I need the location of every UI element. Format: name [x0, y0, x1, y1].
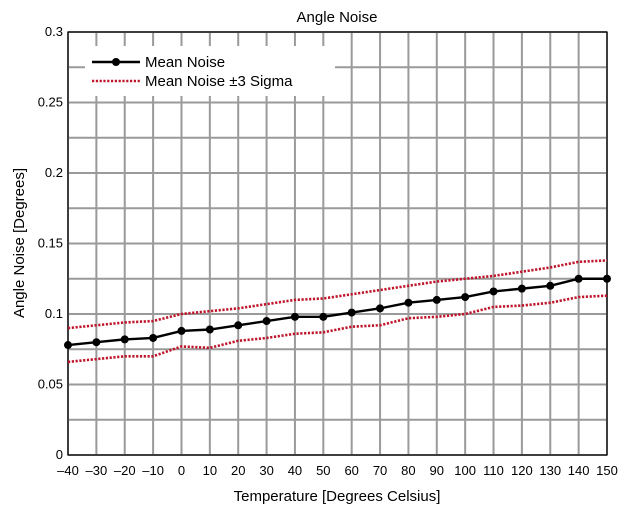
- mean-noise-point: [432, 295, 441, 304]
- x-tick-label: 120: [511, 463, 533, 478]
- y-axis-ticks: 0 0.05 0.1 0.15 0.2 0.25 0.3: [38, 24, 63, 462]
- x-tick-label: 20: [231, 463, 245, 478]
- y-tick-label: 0.3: [45, 24, 63, 39]
- sigma-bound-line: [67, 259, 608, 330]
- y-tick-label: 0.15: [38, 236, 63, 251]
- legend-marker: [112, 58, 120, 66]
- mean-noise-point: [177, 326, 186, 335]
- y-tick-label: 0: [56, 447, 63, 462]
- chart-title: Angle Noise: [297, 9, 378, 26]
- y-tick-label: 0.2: [45, 165, 63, 180]
- mean-noise-point: [205, 325, 214, 334]
- mean-noise-point: [517, 284, 526, 293]
- mean-noise-point: [376, 304, 385, 313]
- x-tick-label: –40: [57, 463, 79, 478]
- y-axis-label: Angle Noise [Degrees]: [11, 168, 28, 318]
- x-tick-label: 150: [596, 463, 618, 478]
- x-tick-label: –20: [114, 463, 136, 478]
- x-tick-label: 40: [288, 463, 302, 478]
- legend-label: Mean Noise ±3 Sigma: [145, 73, 293, 90]
- x-tick-label: 100: [454, 463, 476, 478]
- x-tick-label: 10: [203, 463, 217, 478]
- mean-noise-point: [64, 341, 72, 350]
- mean-noise-point: [347, 308, 356, 317]
- mean-noise-line: [67, 277, 607, 347]
- x-tick-label: –30: [86, 463, 108, 478]
- x-tick-label: 90: [430, 463, 444, 478]
- y-tick-label: 0.05: [38, 377, 63, 392]
- y-tick-label: 0.25: [38, 95, 63, 110]
- mean-noise-point: [290, 312, 299, 321]
- x-tick-label: 30: [259, 463, 273, 478]
- x-tick-label: 60: [344, 463, 358, 478]
- mean-noise-point: [404, 298, 413, 307]
- mean-noise-point: [603, 274, 611, 283]
- x-axis-label: Temperature [Degrees Celsius]: [234, 488, 441, 505]
- x-tick-label: –10: [142, 463, 164, 478]
- y-tick-label: 0.1: [45, 306, 63, 321]
- x-tick-label: 110: [483, 463, 504, 478]
- legend-label: Mean Noise: [145, 54, 225, 71]
- mean-noise-point: [120, 335, 129, 344]
- plot-frame: [67, 31, 608, 456]
- mean-noise-point: [574, 274, 583, 283]
- mean-noise-point: [319, 312, 328, 321]
- legend: Mean Noise Mean Noise ±3 Sigma: [85, 46, 335, 96]
- x-tick-label: 70: [373, 463, 387, 478]
- mean-noise-point: [92, 338, 101, 347]
- series-layer: [64, 259, 611, 364]
- mean-noise-point: [234, 321, 243, 330]
- mean-noise-point: [461, 293, 470, 302]
- sigma-bound-line: [67, 294, 608, 364]
- x-tick-label: 50: [316, 463, 330, 478]
- x-tick-label: 80: [401, 463, 415, 478]
- mean-noise-point: [262, 317, 271, 326]
- x-tick-label: 0: [178, 463, 185, 478]
- mean-noise-point: [546, 281, 555, 290]
- x-tick-label: 130: [539, 463, 561, 478]
- mean-noise-point: [489, 287, 498, 296]
- x-axis-ticks: –40 –30 –20 –10 0 10 20 30 40 50 60 70 80 90 100 110 120…: [57, 463, 618, 478]
- x-tick-label: 140: [568, 463, 590, 478]
- mean-noise-point: [149, 333, 158, 342]
- legend-box: [85, 46, 335, 96]
